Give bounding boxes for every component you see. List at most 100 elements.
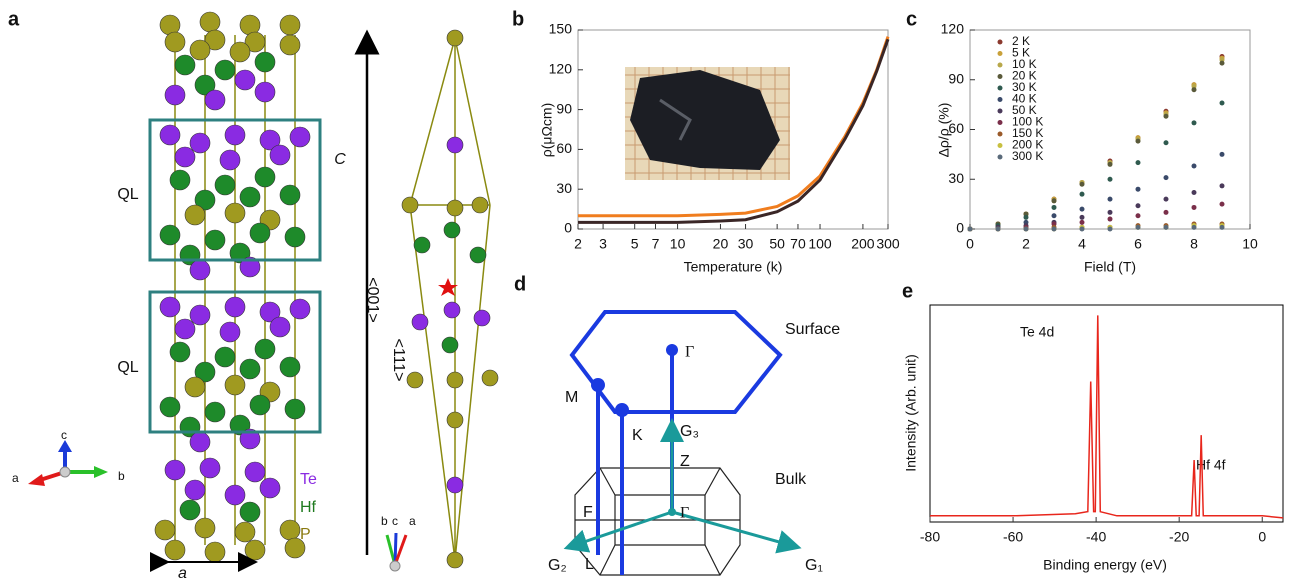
figure: a QL QL C <001> <111> Te Hf P a a b c b … bbox=[0, 0, 1289, 579]
data-point bbox=[1108, 177, 1113, 182]
atom bbox=[205, 90, 225, 110]
surface-label: Surface bbox=[785, 321, 840, 338]
y-tick-label: 120 bbox=[941, 21, 965, 37]
element-label: P bbox=[300, 526, 311, 543]
data-point bbox=[1080, 220, 1085, 225]
data-point bbox=[1136, 139, 1141, 144]
data-point bbox=[1108, 197, 1113, 202]
axis-label: b bbox=[118, 469, 125, 483]
data-point bbox=[1192, 190, 1197, 195]
y-tick-label: 150 bbox=[549, 21, 573, 37]
data-point bbox=[1080, 215, 1085, 220]
legend-marker bbox=[998, 63, 1003, 68]
point-label: M bbox=[565, 389, 578, 406]
atom bbox=[240, 187, 260, 207]
atom bbox=[160, 125, 180, 145]
atom bbox=[447, 137, 463, 153]
axes-triad bbox=[28, 440, 108, 486]
plot-frame bbox=[930, 305, 1283, 522]
atom bbox=[155, 520, 175, 540]
atom bbox=[270, 145, 290, 165]
x-tick-label: -20 bbox=[1169, 529, 1189, 545]
point bbox=[666, 344, 678, 356]
data-point bbox=[1136, 225, 1141, 230]
atom bbox=[220, 150, 240, 170]
point bbox=[668, 508, 676, 516]
atom bbox=[160, 397, 180, 417]
legend-marker bbox=[998, 120, 1003, 125]
atom bbox=[280, 35, 300, 55]
atom bbox=[245, 540, 265, 560]
atom bbox=[280, 15, 300, 35]
x-tick-label: 4 bbox=[1078, 236, 1086, 252]
axis-label: a bbox=[409, 514, 416, 528]
atom bbox=[190, 432, 210, 452]
x-tick-label: 0 bbox=[966, 236, 974, 252]
atom bbox=[290, 299, 310, 319]
x-tick-label: 2 bbox=[1022, 236, 1030, 252]
legend-marker bbox=[998, 51, 1003, 56]
atom bbox=[190, 40, 210, 60]
atom bbox=[165, 540, 185, 560]
axis-label: c bbox=[392, 514, 398, 528]
data-point bbox=[1108, 227, 1113, 232]
x-tick-label: 6 bbox=[1134, 236, 1142, 252]
x-tick-label: 7 bbox=[652, 236, 660, 252]
atom bbox=[205, 230, 225, 250]
atom bbox=[175, 55, 195, 75]
y-tick-label: 60 bbox=[556, 140, 572, 156]
data-point bbox=[1080, 207, 1085, 212]
atom bbox=[280, 520, 300, 540]
data-point bbox=[1164, 225, 1169, 230]
x-tick-label: 5 bbox=[631, 236, 639, 252]
atom bbox=[190, 133, 210, 153]
atom bbox=[290, 127, 310, 147]
data-point bbox=[1080, 227, 1085, 232]
atom bbox=[280, 185, 300, 205]
atom bbox=[285, 227, 305, 247]
data-point bbox=[1136, 160, 1141, 165]
data-point bbox=[1164, 114, 1169, 119]
atom bbox=[225, 203, 245, 223]
x-tick-label: 70 bbox=[790, 236, 806, 252]
data-point bbox=[1052, 213, 1057, 218]
atom bbox=[447, 200, 463, 216]
data-point bbox=[1080, 182, 1085, 187]
atom bbox=[245, 462, 265, 482]
x-axis-label: Binding energy (eV) bbox=[1043, 557, 1167, 573]
panel-label: a bbox=[8, 8, 20, 30]
atom bbox=[447, 372, 463, 388]
data-point bbox=[1136, 203, 1141, 208]
atom bbox=[190, 305, 210, 325]
legend-marker bbox=[998, 155, 1003, 160]
y-axis-label: ρ(μΩcm) bbox=[539, 103, 555, 157]
vector-label: G₁ bbox=[805, 557, 823, 574]
data-point bbox=[1024, 227, 1029, 232]
data-point bbox=[1220, 202, 1225, 207]
panel-label: d bbox=[514, 273, 526, 295]
atom bbox=[165, 460, 185, 480]
bond bbox=[455, 38, 490, 205]
atom bbox=[240, 502, 260, 522]
y-tick-label: 30 bbox=[948, 170, 964, 186]
atom bbox=[205, 402, 225, 422]
data-point bbox=[1136, 213, 1141, 218]
atom bbox=[412, 314, 428, 330]
atom bbox=[230, 42, 250, 62]
data-point bbox=[1080, 192, 1085, 197]
data-line bbox=[930, 315, 1283, 518]
direction-label: <111> bbox=[390, 338, 407, 381]
atom bbox=[414, 237, 430, 253]
atom bbox=[225, 485, 245, 505]
ql-label: QL bbox=[117, 359, 138, 376]
atom bbox=[225, 125, 245, 145]
atom bbox=[165, 85, 185, 105]
atom bbox=[255, 339, 275, 359]
direction-label: <001> bbox=[364, 277, 381, 322]
legend-marker bbox=[998, 97, 1003, 102]
atom bbox=[280, 357, 300, 377]
origin bbox=[390, 561, 400, 571]
atom bbox=[407, 372, 423, 388]
data-point bbox=[1192, 87, 1197, 92]
x-tick-label: 300 bbox=[876, 236, 900, 252]
